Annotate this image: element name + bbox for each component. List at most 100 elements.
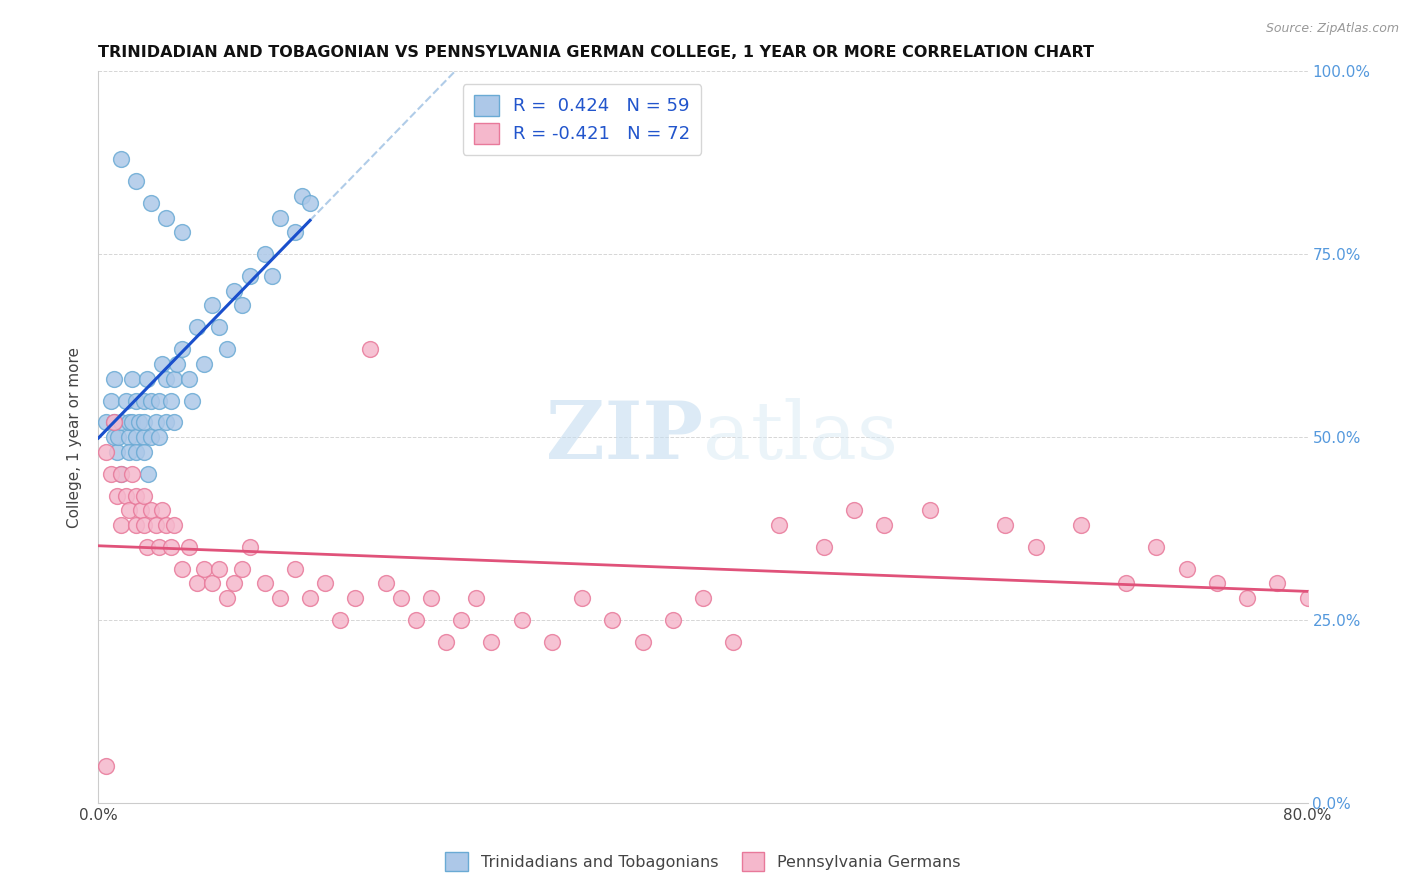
Point xyxy=(299,591,322,605)
Point xyxy=(215,591,238,605)
Point xyxy=(170,343,193,357)
Point xyxy=(269,211,291,225)
Point xyxy=(193,357,215,371)
Point xyxy=(121,416,143,430)
Point xyxy=(571,591,593,605)
Point xyxy=(1024,540,1046,554)
Point xyxy=(141,393,163,408)
Legend: Trinidadians and Tobagonians, Pennsylvania Germans: Trinidadians and Tobagonians, Pennsylvan… xyxy=(437,845,969,879)
Point xyxy=(201,298,224,312)
Point xyxy=(813,540,835,554)
Point xyxy=(141,430,163,444)
Text: ZIP: ZIP xyxy=(546,398,703,476)
Point xyxy=(125,174,148,188)
Point xyxy=(105,489,128,503)
Point xyxy=(94,444,117,458)
Point xyxy=(262,269,284,284)
Point xyxy=(1236,591,1258,605)
Point xyxy=(181,393,204,408)
Point xyxy=(1115,576,1137,591)
Point xyxy=(918,503,941,517)
Point xyxy=(132,393,155,408)
Point xyxy=(389,591,412,605)
Point xyxy=(360,343,382,357)
Point xyxy=(208,562,231,576)
Point xyxy=(465,591,488,605)
Point xyxy=(150,357,173,371)
Point xyxy=(692,591,714,605)
Point xyxy=(163,371,186,385)
Point xyxy=(103,416,125,430)
Point xyxy=(114,393,136,408)
Point xyxy=(141,196,163,211)
Point xyxy=(631,635,654,649)
Point xyxy=(179,540,201,554)
Point xyxy=(510,613,533,627)
Point xyxy=(136,467,159,481)
Point xyxy=(100,467,122,481)
Point xyxy=(434,635,457,649)
Point xyxy=(118,430,141,444)
Point xyxy=(121,371,143,385)
Point xyxy=(150,503,173,517)
Point xyxy=(1296,591,1319,605)
Point xyxy=(405,613,427,627)
Point xyxy=(155,211,177,225)
Point xyxy=(269,591,291,605)
Point xyxy=(1070,517,1092,532)
Point xyxy=(420,591,443,605)
Point xyxy=(163,416,186,430)
Point xyxy=(1267,576,1289,591)
Point xyxy=(110,467,132,481)
Point xyxy=(224,284,246,298)
Point xyxy=(110,152,132,166)
Point xyxy=(107,430,129,444)
Point xyxy=(344,591,367,605)
Point xyxy=(103,416,125,430)
Point xyxy=(121,467,143,481)
Point xyxy=(132,416,155,430)
Point xyxy=(135,540,157,554)
Point xyxy=(125,517,148,532)
Point xyxy=(329,613,352,627)
Point xyxy=(374,576,396,591)
Point xyxy=(125,489,148,503)
Point xyxy=(94,416,117,430)
Point xyxy=(135,371,157,385)
Point xyxy=(1144,540,1167,554)
Point xyxy=(128,416,150,430)
Point xyxy=(481,635,503,649)
Point xyxy=(723,635,745,649)
Point xyxy=(132,517,155,532)
Point xyxy=(155,416,177,430)
Point xyxy=(231,298,253,312)
Point xyxy=(179,371,201,385)
Point xyxy=(145,416,167,430)
Point xyxy=(170,225,193,239)
Point xyxy=(100,393,122,408)
Point xyxy=(284,225,307,239)
Text: Source: ZipAtlas.com: Source: ZipAtlas.com xyxy=(1265,22,1399,36)
Point xyxy=(163,517,186,532)
Point xyxy=(844,503,866,517)
Text: TRINIDADIAN AND TOBAGONIAN VS PENNSYLVANIA GERMAN COLLEGE, 1 YEAR OR MORE CORREL: TRINIDADIAN AND TOBAGONIAN VS PENNSYLVAN… xyxy=(98,45,1094,61)
Point xyxy=(125,430,148,444)
Point xyxy=(186,320,208,334)
Point xyxy=(145,517,167,532)
Point xyxy=(110,416,132,430)
Point xyxy=(155,371,177,385)
Point xyxy=(239,540,262,554)
Point xyxy=(118,444,141,458)
Point xyxy=(118,503,141,517)
Point xyxy=(201,576,224,591)
Y-axis label: College, 1 year or more: College, 1 year or more xyxy=(67,347,83,527)
Point xyxy=(540,635,562,649)
Point xyxy=(132,489,155,503)
Point xyxy=(299,196,322,211)
Point xyxy=(450,613,472,627)
Point xyxy=(148,540,170,554)
Text: atlas: atlas xyxy=(703,398,898,476)
Point xyxy=(253,576,276,591)
Point xyxy=(155,517,177,532)
Point xyxy=(160,540,183,554)
